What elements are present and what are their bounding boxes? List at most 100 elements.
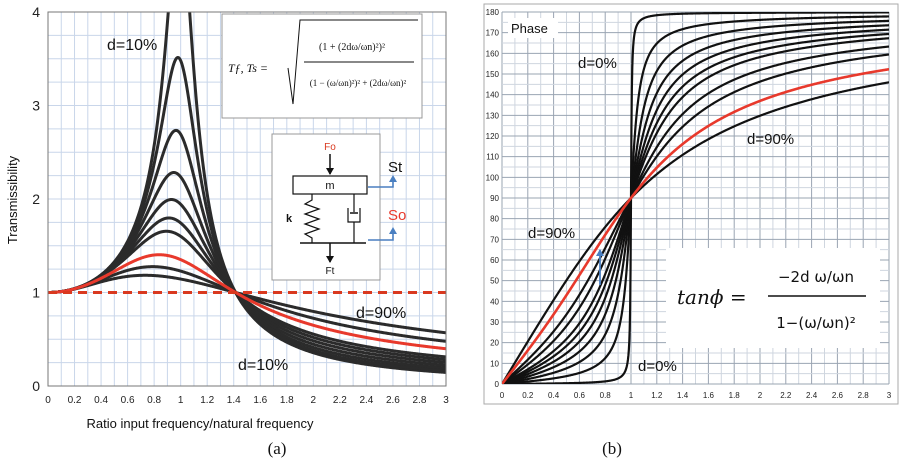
- x-tick-label: 2.8: [858, 391, 870, 400]
- phase-curve: [502, 32, 889, 384]
- y-tick-label: 90: [490, 194, 499, 203]
- y-tick-label: 0: [32, 378, 40, 394]
- phase-title-bg: [508, 18, 558, 38]
- formula-box-b: [666, 248, 880, 348]
- spring-label: k: [286, 213, 293, 225]
- annotation-d90-right: d=90%: [356, 305, 406, 322]
- annotation-d90-left-b: d=90%: [528, 225, 575, 242]
- phase-curve: [502, 28, 889, 384]
- x-tick-label: 1: [629, 391, 634, 400]
- y-tick-label: 140: [486, 91, 500, 100]
- phase-curve: [502, 12, 889, 384]
- formula-lhs-a: Tƒ, Ts =: [228, 61, 268, 75]
- x-tick-label: 1.6: [703, 391, 715, 400]
- x-tick-label: 1.8: [729, 391, 741, 400]
- xlabel-a: Ratio input frequency/natural frequency: [87, 416, 314, 431]
- formula-denominator-b: 1−(ω/ωn)²: [776, 314, 856, 332]
- formula-numerator-b: −2d ω/ωn: [778, 268, 854, 286]
- phase-curve: [502, 53, 889, 384]
- sqrt-sign: [287, 19, 418, 105]
- x-tick-label: 0.8: [147, 395, 161, 406]
- phase-title: Phase: [511, 21, 548, 36]
- force-out-arrowhead: [326, 256, 334, 263]
- ticks-b: 0 0.2 0.4 0.6 0.8 1 1.2 1.4 1.6 1.8 2 2.2 2.4 2.6 2.8 3…: [486, 8, 892, 400]
- y-tick-label: 80: [490, 215, 499, 224]
- x-tick-label: 1.4: [677, 391, 689, 400]
- phase-curve: [502, 24, 889, 384]
- y-tick-label: 160: [486, 49, 500, 58]
- y-tick-label: 100: [486, 173, 500, 182]
- y-tick-label: 0: [495, 380, 500, 389]
- y-tick-label: 20: [490, 339, 499, 348]
- y-tick-label: 1: [32, 285, 40, 301]
- y-tick-label: 70: [490, 235, 499, 244]
- x-tick-label: 2.6: [386, 395, 400, 406]
- y-tick-label: 150: [486, 70, 500, 79]
- x-tick-label: 3: [443, 395, 449, 406]
- x-tick-label: 0.6: [574, 391, 586, 400]
- phase-curve: [502, 19, 889, 384]
- x-tick-label: 3: [887, 391, 892, 400]
- x-tick-label: 0: [45, 395, 51, 406]
- annotation-d10-top: d=10%: [107, 37, 157, 54]
- formula-numerator-a: (1 + (2dω/ωn)²)²: [319, 42, 385, 53]
- y-tick-label: 170: [486, 29, 500, 38]
- x-tick-label: 1.2: [651, 391, 663, 400]
- x-tick-label: 1: [178, 395, 184, 406]
- y-tick-label: 3: [32, 98, 40, 114]
- transmissibility-curve: [48, 229, 446, 359]
- y-tick-label: 120: [486, 132, 500, 141]
- x-tick-label: 0.8: [600, 391, 612, 400]
- so-arrowhead: [389, 227, 397, 234]
- formula-box-a: [221, 13, 423, 119]
- annotation-d90-right-b: d=90%: [747, 131, 794, 148]
- phase-curve: [502, 45, 889, 384]
- label-st: St: [388, 159, 403, 176]
- y-tick-label: 40: [490, 297, 499, 306]
- label-so: So: [388, 207, 406, 224]
- y-tick-label: 30: [490, 318, 499, 327]
- y-tick-label: 110: [486, 153, 499, 162]
- x-tick-label: 0.4: [548, 391, 560, 400]
- x-tick-label: 0: [500, 391, 505, 400]
- annotation-d0-bottom: d=0%: [638, 358, 677, 375]
- so-arrow: [368, 232, 394, 241]
- curves-a: [48, 12, 446, 374]
- x-tick-label: 0.4: [94, 395, 108, 406]
- spring: [303, 194, 321, 243]
- transmissibility-curve: [48, 253, 446, 351]
- y-tick-label: 180: [486, 8, 500, 17]
- y-tick-label: 10: [490, 359, 499, 368]
- st-arrowhead: [389, 175, 397, 182]
- caption-a: (a): [268, 439, 287, 458]
- x-tick-label: 2.8: [413, 395, 427, 406]
- transmissibility-formula: Tƒ, Ts = (1 + (2dω/ωn)²)² (1 − (ω/ωn)²)²…: [221, 13, 423, 119]
- plot-frame-a: [47, 11, 447, 387]
- x-tick-label: 2.4: [359, 395, 373, 406]
- x-tick-label: 1.4: [227, 395, 241, 406]
- x-tick-label: 2.6: [832, 391, 844, 400]
- x-tick-label: 1.8: [280, 395, 294, 406]
- phase-curve: [502, 15, 889, 384]
- y-tick-label: 60: [490, 256, 499, 265]
- damping-arrowhead: [596, 249, 604, 256]
- diagram-box: [271, 133, 381, 281]
- phase-formula: tanϕ = −2d ω/ωn 1−(ω/ωn)²: [666, 248, 880, 348]
- transmissibility-chart: 0 0.2 0.4 0.6 0.8 1 1.2 1.4 1.6 1.8 2 2.2 2.4 2.6 2.8 3…: [5, 4, 449, 431]
- curves-b: [502, 12, 889, 384]
- annotation-d0-top: d=0%: [578, 55, 617, 72]
- force-in-label: Fo: [324, 142, 336, 153]
- x-tick-label: 2: [311, 395, 317, 406]
- x-tick-label: 1.6: [253, 395, 267, 406]
- y-tick-label: 130: [486, 111, 500, 120]
- mass-block: [292, 175, 368, 195]
- phase-curve: [502, 67, 889, 384]
- formula-denominator-a: (1 − (ω/ωn)²)² + (2dω/ωn)²: [310, 78, 407, 88]
- transmissibility-curve: [48, 273, 446, 335]
- y-tick-label: 4: [32, 4, 40, 20]
- ylabel-a: Transmissibility: [5, 155, 20, 244]
- x-tick-label: 0.2: [522, 391, 534, 400]
- x-tick-label: 2.4: [806, 391, 818, 400]
- x-tick-label: 2: [758, 391, 763, 400]
